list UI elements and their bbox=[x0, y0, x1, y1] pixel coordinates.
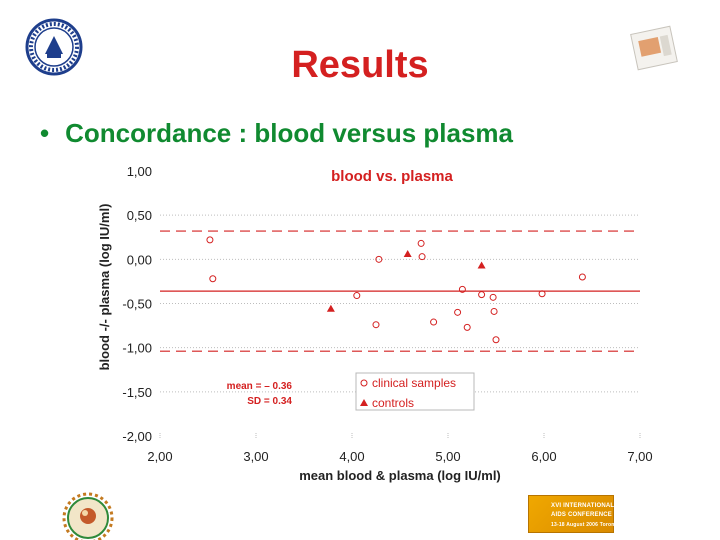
control-point bbox=[403, 250, 412, 258]
bullet-text: Concordance : blood versus plasma bbox=[65, 118, 513, 148]
clinical-sample-point bbox=[353, 292, 361, 300]
legend-box bbox=[355, 372, 475, 411]
clinical-sample-point bbox=[372, 321, 380, 329]
clinical-sample-point bbox=[375, 255, 383, 263]
chart-title: blood vs. plasma bbox=[331, 168, 453, 185]
clinical-sample-point bbox=[492, 336, 500, 344]
y-tick-label: -1,50 bbox=[122, 385, 152, 400]
clinical-sample-point bbox=[430, 318, 438, 326]
conference-line-2: AIDS CONFERENCE bbox=[551, 512, 613, 518]
y-axis-title: blood -/- plasma (log IU/ml) bbox=[97, 204, 112, 371]
clinical-sample-point bbox=[478, 291, 486, 299]
specimen-card-logo bbox=[630, 25, 678, 71]
y-tick-label: 1,00 bbox=[127, 164, 152, 179]
x-axis-title: mean blood & plasma (log IU/ml) bbox=[299, 468, 501, 483]
y-tick-label: 0,00 bbox=[127, 252, 152, 267]
y-tick-label: -2,00 bbox=[122, 429, 152, 444]
clinical-sample-point bbox=[418, 253, 426, 261]
x-tick-label: 6,00 bbox=[531, 449, 556, 464]
x-tick-label: 2,00 bbox=[147, 449, 172, 464]
conference-line-3: 13-18 August 2006 Toronto bbox=[551, 522, 620, 528]
clinical-sample-point bbox=[489, 293, 497, 301]
control-point bbox=[477, 261, 486, 269]
sd-label: SD = 0.34 bbox=[247, 396, 292, 407]
x-tick-label: 3,00 bbox=[243, 449, 268, 464]
bullet-dot: • bbox=[40, 118, 50, 148]
chart-tick-labels: 1,00 0,50 0,00 -0,50 -1,00 -1,50 -2,00 2,00 3,00… bbox=[122, 164, 652, 464]
conference-line-1: XVI INTERNATIONAL bbox=[551, 503, 615, 509]
clinical-sample-point bbox=[209, 275, 217, 283]
chart-reference-lines bbox=[160, 230, 640, 352]
x-tick-label: 4,00 bbox=[339, 449, 364, 464]
clinical-sample-point bbox=[454, 308, 462, 316]
clinical-sample-point bbox=[458, 285, 466, 293]
y-tick-label: -1,00 bbox=[122, 341, 152, 356]
chart-legend: clinical samples controls bbox=[355, 372, 475, 411]
mean-label: mean = – 0.36 bbox=[227, 381, 293, 392]
slide-title: Results bbox=[291, 44, 429, 86]
legend-marker-controls bbox=[360, 399, 368, 406]
y-tick-label: -0,50 bbox=[122, 297, 152, 312]
legend-label-controls: controls bbox=[372, 396, 414, 410]
legend-marker-clinical bbox=[360, 379, 368, 387]
control-point bbox=[326, 304, 335, 312]
aids-conference-logo: XVI INTERNATIONAL AIDS CONFERENCE 13-18 … bbox=[528, 495, 619, 533]
clinical-sample-point bbox=[538, 290, 546, 298]
clinical-sample-point bbox=[206, 236, 214, 244]
institute-seal-logo bbox=[25, 18, 83, 76]
x-tick-label: 7,00 bbox=[627, 449, 652, 464]
clinical-sample-point bbox=[417, 239, 425, 247]
legend-label-clinical: clinical samples bbox=[372, 376, 456, 390]
bullet-point: • Concordance : blood versus plasma bbox=[40, 118, 513, 149]
x-tick-label: 5,00 bbox=[435, 449, 460, 464]
y-tick-label: 0,50 bbox=[127, 208, 152, 223]
clinical-sample-point bbox=[490, 307, 498, 315]
chart-points bbox=[206, 236, 586, 344]
clinical-sample-point bbox=[578, 273, 586, 281]
clinical-sample-point bbox=[463, 323, 471, 331]
conference-emblem-logo bbox=[62, 492, 114, 540]
